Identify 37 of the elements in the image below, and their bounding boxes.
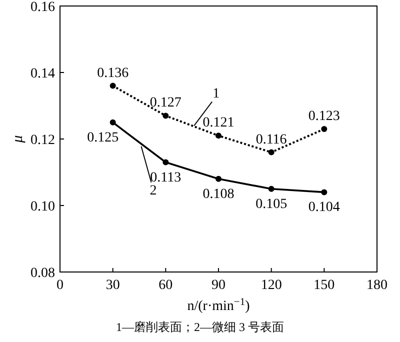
data-label: 0.136 — [97, 66, 129, 81]
point — [162, 159, 169, 166]
x-tick-label: 30 — [106, 278, 120, 293]
data-label: 0.123 — [308, 109, 340, 124]
point — [321, 189, 328, 196]
text: 1—磨削表面；2—微细 3 号表面 — [116, 320, 284, 334]
series-label: 2 — [150, 183, 157, 198]
y-tick-label: 0.16 — [30, 0, 55, 15]
point — [216, 132, 222, 139]
data-label: 0.108 — [202, 186, 234, 202]
x-tick-label: 120 — [260, 278, 282, 293]
data-label: 0.121 — [202, 116, 234, 131]
data-label: 0.116 — [256, 132, 287, 148]
data-label: 0.113 — [150, 170, 182, 186]
point — [110, 82, 116, 89]
point — [162, 112, 169, 119]
y-axis-title: μ — [10, 134, 26, 144]
y-tick-label: 0.10 — [30, 200, 55, 214]
data-label: 0.125 — [87, 130, 119, 146]
point — [216, 176, 222, 182]
point — [110, 119, 116, 126]
data-label: 0.104 — [308, 200, 340, 216]
y-tick-label: 0.08 — [30, 266, 55, 281]
x-tick-label: 60 — [158, 278, 173, 293]
point — [268, 186, 274, 192]
text: 1 — [212, 86, 220, 102]
y-tick-label: 0.14 — [30, 66, 55, 82]
data-label: 0.105 — [256, 196, 288, 212]
x-axis-title: n/(r·min$^{−1}$) — [187, 296, 250, 314]
y-tick-label: 0.12 — [30, 133, 55, 148]
point — [268, 149, 274, 156]
point — [321, 126, 328, 132]
x-tick-label: 0 — [56, 278, 64, 293]
data-label: 0.127 — [150, 96, 182, 111]
x-tick-label: 90 — [212, 278, 226, 293]
x-tick-label: 180 — [366, 278, 388, 293]
x-tick-label: 150 — [314, 278, 335, 293]
